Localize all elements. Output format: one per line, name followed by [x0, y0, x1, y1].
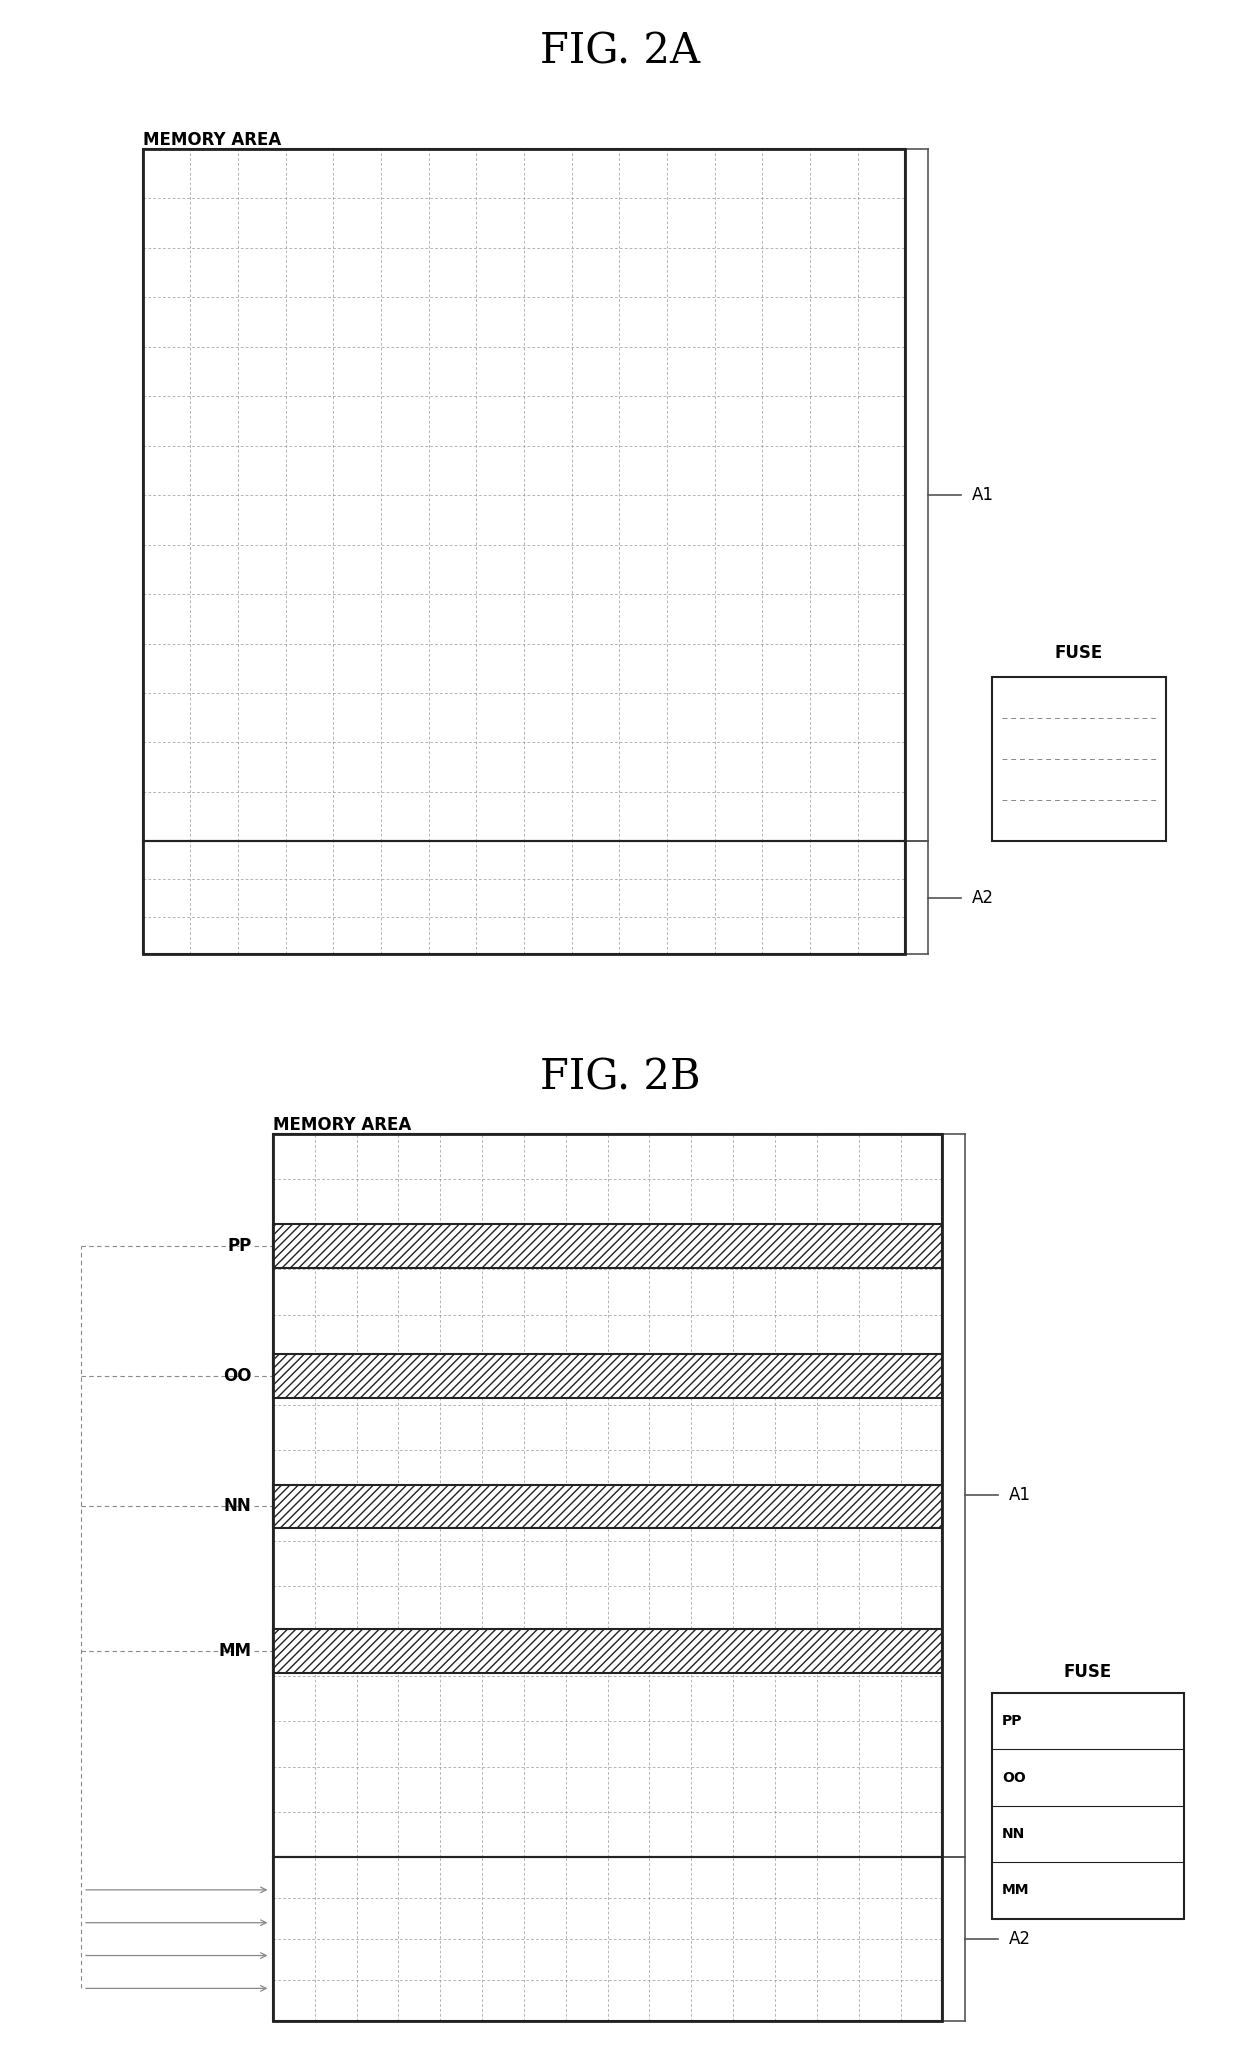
Text: A2: A2 [1009, 1931, 1032, 1947]
Text: MM: MM [1002, 1884, 1029, 1898]
Text: PP: PP [227, 1237, 252, 1256]
Bar [992, 677, 1166, 841]
Bar [992, 1693, 1184, 1919]
Text: OO: OO [1002, 1771, 1025, 1785]
Bar [143, 150, 905, 841]
Text: A1: A1 [972, 486, 994, 505]
Text: MEMORY AREA: MEMORY AREA [273, 1116, 410, 1133]
Bar [273, 1354, 942, 1397]
Bar [273, 1133, 942, 2021]
Bar [143, 841, 905, 954]
Text: MM: MM [218, 1642, 252, 1660]
Text: FIG. 2A: FIG. 2A [539, 31, 701, 72]
Text: FIG. 2B: FIG. 2B [539, 1057, 701, 1098]
Bar [143, 150, 905, 954]
Text: A2: A2 [972, 889, 994, 907]
Bar [273, 1484, 942, 1529]
Text: MEMORY AREA: MEMORY AREA [143, 131, 280, 150]
Text: FUSE: FUSE [1055, 644, 1102, 661]
Bar [273, 1225, 942, 1268]
Text: PP: PP [1002, 1713, 1023, 1728]
Text: NN: NN [1002, 1826, 1025, 1841]
Bar [273, 1857, 942, 2021]
Text: A1: A1 [1009, 1486, 1032, 1504]
Bar [273, 1133, 942, 1857]
Text: FUSE: FUSE [1064, 1662, 1112, 1681]
Text: OO: OO [223, 1367, 252, 1385]
Text: NN: NN [224, 1498, 252, 1514]
Bar [273, 1629, 942, 1672]
